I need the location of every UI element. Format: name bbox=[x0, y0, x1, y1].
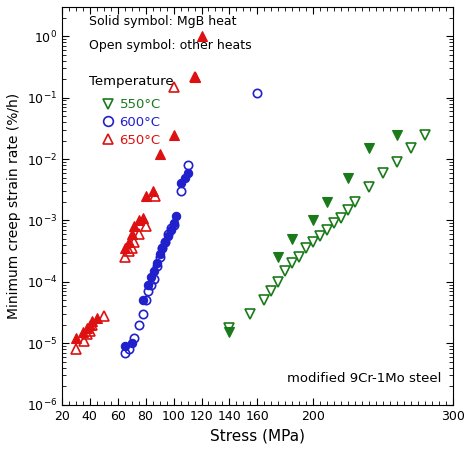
X-axis label: Stress (MPa): Stress (MPa) bbox=[210, 428, 305, 443]
Text: Open symbol: other heats: Open symbol: other heats bbox=[89, 39, 252, 52]
Legend: 550°C, 600°C, 650°C: 550°C, 600°C, 650°C bbox=[96, 93, 166, 152]
Text: Solid symbol: MgB heat: Solid symbol: MgB heat bbox=[89, 15, 236, 28]
Text: modified 9Cr-1Mo steel: modified 9Cr-1Mo steel bbox=[287, 372, 441, 385]
Text: Temperature: Temperature bbox=[89, 75, 174, 88]
Y-axis label: Minimum creep strain rate (%/h): Minimum creep strain rate (%/h) bbox=[7, 93, 21, 319]
